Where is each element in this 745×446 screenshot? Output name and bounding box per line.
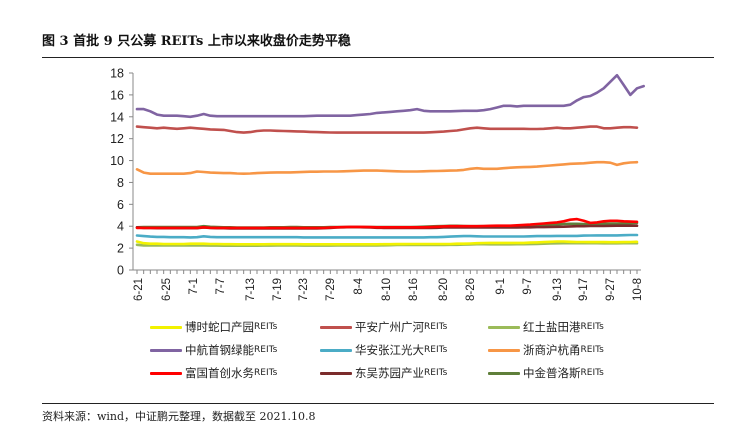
x-tick-label: 7-23 — [298, 278, 310, 301]
x-tick-label: 8-26 — [465, 278, 477, 301]
legend-label: 博时蛇口产园 — [185, 320, 254, 334]
x-tick-label: 9-1 — [495, 278, 507, 295]
legend-label: 华安张江光大 — [355, 343, 424, 357]
legend-item: 平安广州广河 REITs — [320, 317, 447, 337]
legend-suffix: REITs — [580, 345, 604, 355]
title-rule — [42, 57, 714, 58]
x-tick-label: 6-21 — [133, 278, 145, 301]
legend-label: 平安广州广河 — [355, 320, 424, 334]
legend-item: 中航首钢绿能 REITs — [150, 340, 277, 360]
source-rule — [42, 403, 714, 404]
legend-label: 红土盐田港 — [523, 320, 581, 334]
y-tick-label: 16 — [110, 88, 124, 102]
series-line-1 — [135, 125, 639, 134]
legend-label: 中航首钢绿能 — [185, 343, 254, 357]
legend-swatch — [488, 371, 520, 375]
legend-item: 博时蛇口产园 REITs — [150, 317, 277, 337]
legend-item: 华安张江光大 REITs — [320, 340, 447, 360]
y-tick-label: 8 — [117, 176, 124, 190]
legend-suffix: REITs — [424, 322, 448, 332]
x-tick-label: 9-7 — [522, 278, 534, 295]
x-tick-label: 7-1 — [188, 278, 200, 295]
legend-suffix: REITs — [580, 368, 604, 378]
legend-item: 东吴苏园产业 REITs — [320, 363, 447, 383]
source-note: 资料来源：wind，中证鹏元整理，数据截至 2021.10.8 — [42, 410, 316, 423]
legend-suffix: REITs — [424, 368, 448, 378]
x-tick-label: 8-10 — [381, 278, 393, 301]
x-tick-label: 7-19 — [272, 278, 284, 301]
x-tick-label: 8-20 — [438, 278, 450, 301]
legend-swatch — [320, 348, 352, 352]
legend-item: 富国首创水务 REITs — [150, 363, 277, 383]
legend-label: 浙商沪杭甬 — [523, 343, 581, 357]
figure-title: 图 3 首批 9 只公募 REITs 上市以来收盘价走势平稳 — [42, 34, 351, 49]
y-tick-label: 4 — [117, 220, 124, 234]
legend-label: 中金普洛斯 — [523, 366, 581, 380]
y-tick-label: 6 — [117, 198, 124, 212]
x-tick-label: 7-13 — [245, 278, 257, 301]
legend-swatch — [150, 325, 182, 329]
legend-swatch — [150, 371, 182, 375]
legend-suffix: REITs — [254, 368, 278, 378]
legend-swatch — [320, 325, 352, 329]
x-tick-label: 7-7 — [215, 278, 227, 295]
series-line-5 — [135, 160, 639, 175]
y-tick-label: 18 — [110, 67, 124, 81]
legend-suffix: REITs — [254, 322, 278, 332]
legend-item: 红土盐田港 REITs — [488, 317, 604, 337]
legend-item: 浙商沪杭甬 REITs — [488, 340, 604, 360]
x-tick-label: 10-8 — [632, 278, 644, 301]
series-line-0 — [135, 240, 639, 246]
legend-label: 富国首创水务 — [185, 366, 254, 380]
y-tick-label: 2 — [117, 242, 124, 256]
axes: 0 2 4 6 8 10 12 14 16 18 6-21 6-25 7-1 7-7 7-13 7-19 7-2… — [110, 67, 644, 302]
y-tick-label: 0 — [117, 264, 124, 278]
y-tick-label: 14 — [110, 110, 124, 124]
legend-suffix: REITs — [580, 322, 604, 332]
y-tick-label: 10 — [110, 154, 124, 168]
legend-swatch — [488, 348, 520, 352]
x-tick-label: 9-17 — [578, 278, 590, 301]
series-line-3 — [135, 73, 646, 119]
x-tick-label: 7-29 — [325, 278, 337, 301]
x-tick-label: 8-16 — [408, 278, 420, 301]
series-lines — [135, 73, 646, 247]
legend-suffix: REITs — [424, 345, 448, 355]
legend-swatch — [488, 325, 520, 329]
x-tick-label: 9-13 — [552, 278, 564, 301]
y-tick-label: 12 — [110, 132, 124, 146]
x-tick-label: 8-4 — [353, 277, 365, 294]
series-line-4 — [135, 233, 639, 239]
legend-swatch — [150, 348, 182, 352]
x-tick-label: 6-25 — [161, 278, 173, 301]
legend-suffix: REITs — [254, 345, 278, 355]
series-line-6 — [135, 217, 639, 230]
legend-label: 东吴苏园产业 — [355, 366, 424, 380]
legend-swatch — [320, 371, 352, 375]
x-tick-label: 9-27 — [605, 278, 617, 301]
legend-item: 中金普洛斯 REITs — [488, 363, 604, 383]
